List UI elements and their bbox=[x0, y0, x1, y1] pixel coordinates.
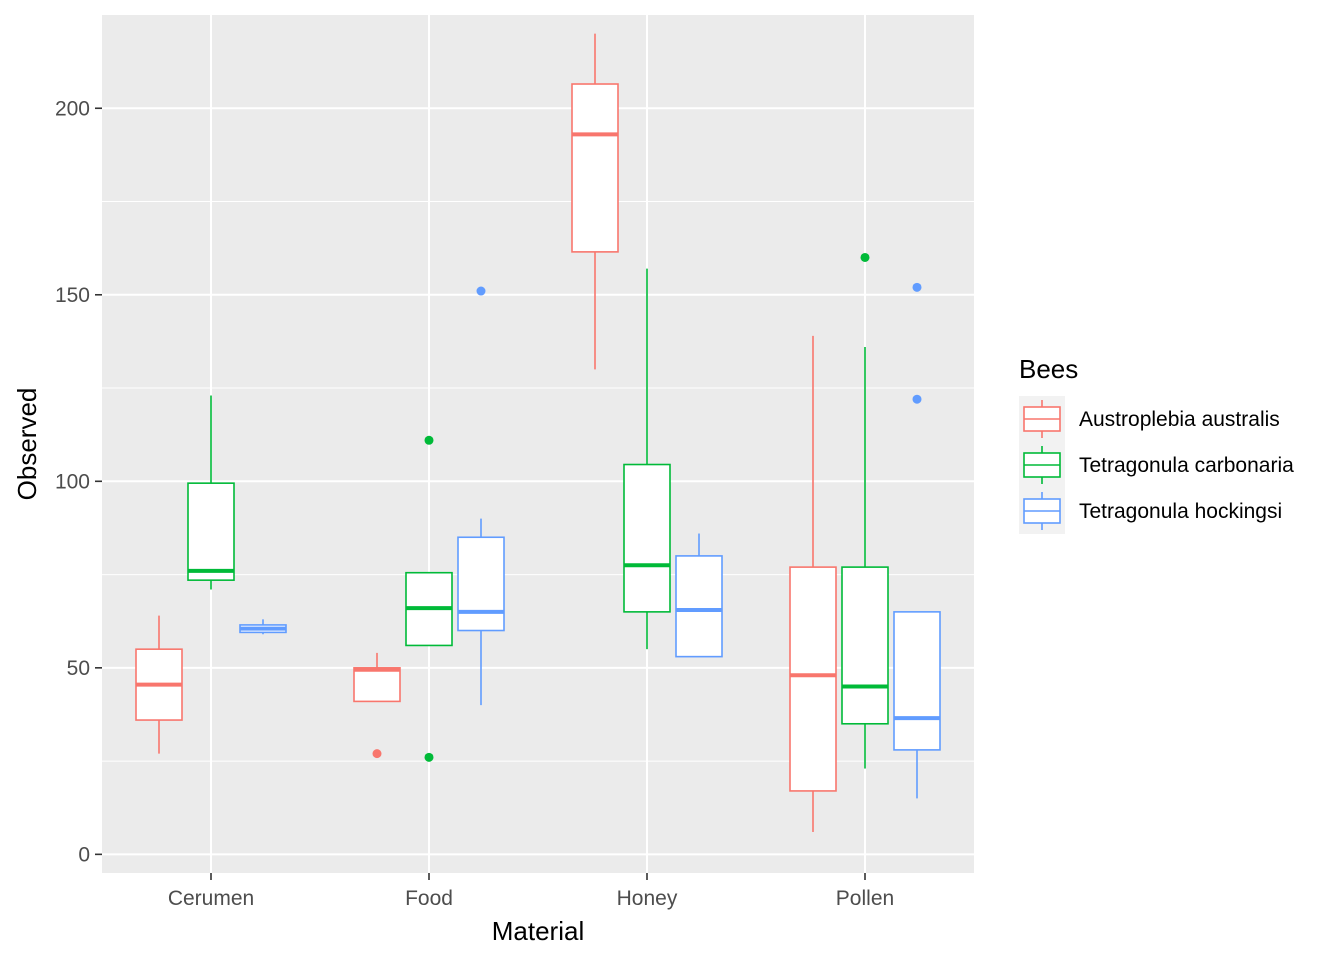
box-iqr bbox=[675, 555, 723, 658]
legend-label: Tetragonula hockingsi bbox=[1079, 500, 1282, 523]
box-group bbox=[571, 33, 619, 370]
box-group bbox=[675, 533, 723, 658]
box-iqr bbox=[353, 667, 401, 703]
legend-item: Austroplebia australis bbox=[1019, 396, 1280, 442]
y-axis: 0 50 100 150 200 bbox=[55, 97, 102, 866]
box-iqr bbox=[571, 83, 619, 253]
legend-title: Bees bbox=[1019, 354, 1078, 384]
y-tick-label: 200 bbox=[55, 97, 90, 120]
legend-label: Tetragonula carbonaria bbox=[1079, 454, 1294, 477]
x-tick-label: Cerumen bbox=[168, 887, 254, 910]
box-group bbox=[893, 282, 941, 799]
y-axis-title: Observed bbox=[12, 388, 42, 501]
box-iqr bbox=[841, 566, 889, 725]
legend-item: Tetragonula hockingsi bbox=[1019, 488, 1282, 534]
box-iqr bbox=[789, 566, 837, 792]
y-tick-label: 100 bbox=[55, 470, 90, 493]
box-group bbox=[353, 652, 401, 759]
legend-label: Austroplebia australis bbox=[1079, 408, 1280, 431]
outlier-point bbox=[912, 282, 922, 292]
box-group bbox=[841, 252, 889, 769]
outlier-point bbox=[860, 252, 870, 262]
box-iqr bbox=[893, 611, 941, 751]
outlier-point bbox=[372, 749, 382, 759]
box-iqr bbox=[457, 536, 505, 632]
outlier-point bbox=[912, 394, 922, 404]
box-group bbox=[623, 268, 671, 650]
legend: Bees Austroplebia australis Tetragonula c… bbox=[1019, 354, 1294, 534]
x-axis-title: Material bbox=[492, 916, 584, 946]
outlier-point bbox=[424, 435, 434, 445]
plot-panel bbox=[102, 15, 974, 873]
box-group bbox=[135, 615, 183, 754]
box-iqr bbox=[623, 463, 671, 613]
x-tick-label: Honey bbox=[617, 887, 678, 910]
box-group bbox=[187, 395, 235, 590]
x-tick-label: Pollen bbox=[836, 887, 894, 910]
box-layer bbox=[135, 33, 941, 832]
box-group bbox=[789, 335, 837, 832]
x-tick-label: Food bbox=[405, 887, 453, 910]
box-group bbox=[239, 619, 287, 635]
y-tick-label: 50 bbox=[67, 657, 90, 680]
legend-item: Tetragonula carbonaria bbox=[1019, 442, 1294, 488]
y-tick-label: 0 bbox=[78, 843, 90, 866]
outlier-point bbox=[424, 752, 434, 762]
outlier-point bbox=[476, 286, 486, 296]
box-group bbox=[405, 435, 453, 762]
box-iqr bbox=[187, 482, 235, 581]
x-axis: Cerumen Food Honey Pollen bbox=[168, 873, 894, 910]
y-tick-label: 150 bbox=[55, 284, 90, 307]
box-group bbox=[457, 286, 505, 706]
